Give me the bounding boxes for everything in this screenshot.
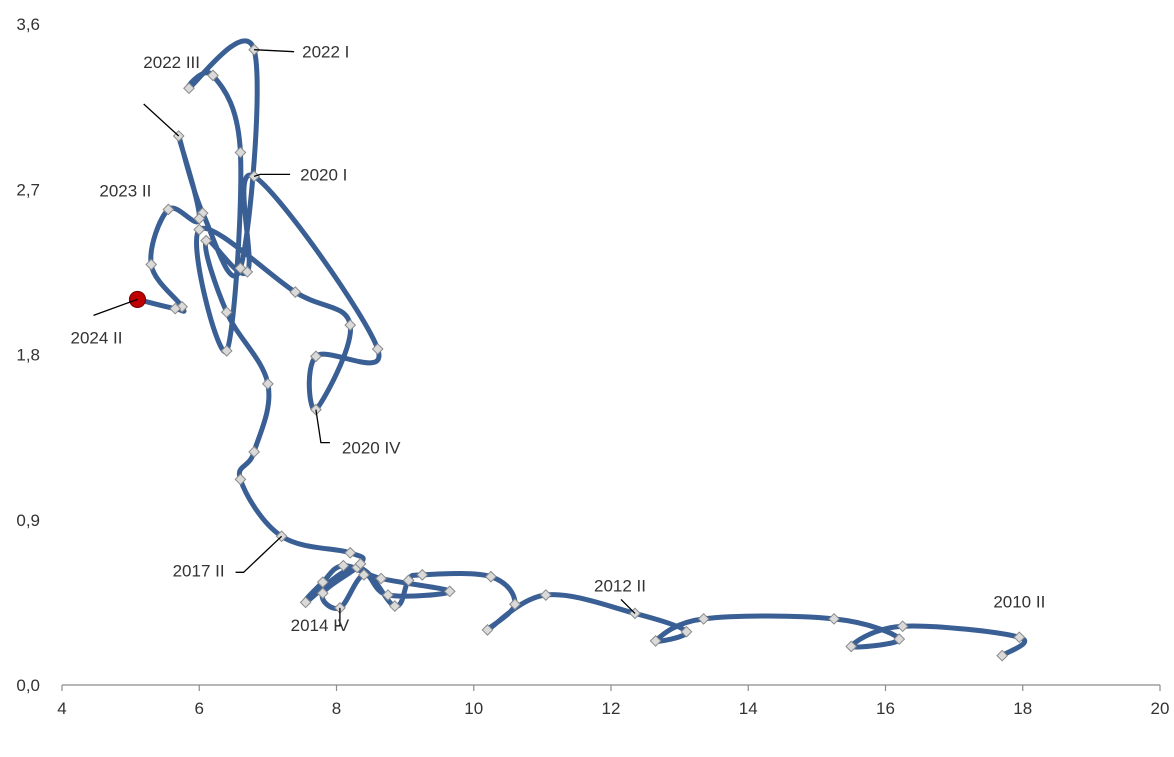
data-point xyxy=(344,546,357,559)
x-tick-label: 6 xyxy=(195,699,204,718)
data-point xyxy=(183,82,195,95)
y-tick-label: 2,7 xyxy=(16,180,40,199)
data-point xyxy=(248,445,261,458)
series-line-group xyxy=(135,38,1028,659)
annotation-label: 2017 II xyxy=(173,561,225,580)
data-point xyxy=(371,343,384,355)
data-point xyxy=(234,262,247,275)
data-point xyxy=(539,589,552,601)
annotation-label: 2010 II xyxy=(993,592,1045,611)
x-tick-label: 18 xyxy=(1013,699,1032,718)
annotation-leader xyxy=(335,607,341,627)
data-point xyxy=(169,302,182,315)
annotation-leader xyxy=(93,298,138,317)
data-point xyxy=(893,633,906,646)
markers xyxy=(128,43,1026,662)
annotation-leader xyxy=(254,49,295,53)
annotation-label: 2020 I xyxy=(300,165,347,184)
data-point xyxy=(220,344,233,357)
x-tick-label: 16 xyxy=(876,699,895,718)
annotation-label: 2022 III xyxy=(143,53,200,72)
y-tick-label: 0,9 xyxy=(16,511,40,530)
data-point xyxy=(629,607,641,620)
data-point xyxy=(680,625,693,638)
axes: 4 6 8 10 12 14 16 18 20 0,0 0,9 1,8 2,7 3,6 xyxy=(16,15,1169,718)
data-point xyxy=(289,286,302,298)
data-point xyxy=(200,234,213,247)
data-point xyxy=(162,203,175,216)
data-point xyxy=(484,570,497,583)
data-point xyxy=(145,258,158,271)
data-point xyxy=(845,640,858,653)
x-tick-label: 12 xyxy=(602,699,621,718)
y-tick-label: 1,8 xyxy=(16,346,40,365)
series-line xyxy=(135,38,1028,659)
data-point xyxy=(193,212,206,225)
data-point xyxy=(375,572,388,585)
data-point xyxy=(310,350,322,363)
data-point xyxy=(382,589,394,601)
data-point xyxy=(354,557,367,570)
data-point xyxy=(176,300,189,313)
x-tick-label: 14 xyxy=(739,699,758,718)
data-point xyxy=(388,600,401,612)
annotation-label: 2023 II xyxy=(99,181,151,200)
y-tick-label: 3,6 xyxy=(16,15,40,34)
annotation-label: 2022 I xyxy=(302,43,349,62)
data-point xyxy=(649,635,662,647)
x-tick-label: 4 xyxy=(57,699,66,718)
x-tick-label: 20 xyxy=(1151,699,1170,718)
data-point xyxy=(443,585,456,598)
data-point xyxy=(481,624,494,636)
data-point xyxy=(358,568,370,581)
annotations: 2010 II 2012 II 2014 IV 2017 II 2020 I 2020 I… xyxy=(70,43,1045,635)
data-point xyxy=(193,223,206,236)
data-point xyxy=(996,649,1009,662)
data-point xyxy=(344,319,357,332)
annotation-label: 2012 II xyxy=(594,576,646,595)
annotation-leader xyxy=(315,409,330,444)
y-tick-label: 0,0 xyxy=(16,676,40,695)
data-point xyxy=(316,587,329,600)
data-point xyxy=(234,146,247,159)
data-point xyxy=(509,598,521,611)
annotation-label: 2024 II xyxy=(70,328,122,347)
data-point xyxy=(207,69,219,82)
data-point xyxy=(337,559,350,572)
annotation-leader xyxy=(253,173,291,178)
annotation-label: 2014 IV xyxy=(291,616,350,635)
annotation-label: 2020 IV xyxy=(342,439,401,458)
data-point xyxy=(299,596,312,609)
data-point xyxy=(234,473,247,486)
data-point xyxy=(1013,631,1026,644)
annotation-leader xyxy=(620,598,636,614)
data-point xyxy=(896,620,909,633)
data-point xyxy=(402,574,415,587)
data-point xyxy=(310,403,322,416)
data-point xyxy=(416,568,429,581)
data-point xyxy=(828,612,840,625)
annotation-leader xyxy=(235,535,283,573)
x-tick-label: 10 xyxy=(464,699,483,718)
annotation-leader xyxy=(143,103,180,137)
x-tick-label: 8 xyxy=(332,699,341,718)
data-point xyxy=(220,306,233,319)
data-point xyxy=(261,377,274,390)
data-point xyxy=(697,612,710,625)
